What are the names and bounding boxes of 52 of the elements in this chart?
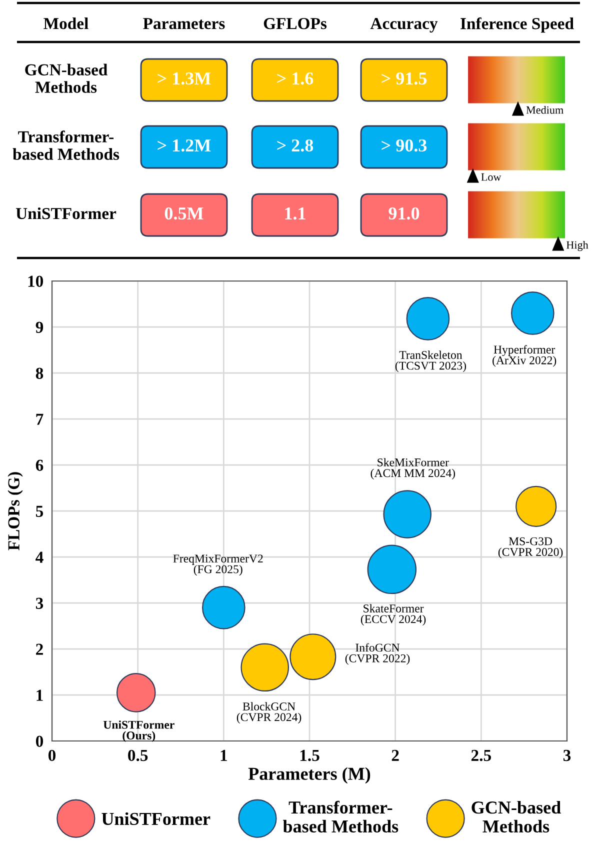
text: GCN-based Methods xyxy=(25,64,108,93)
legend-label: UniSTFormer xyxy=(102,812,210,826)
text: > 2.8 xyxy=(277,139,314,152)
text: GFLOPs xyxy=(264,18,327,30)
annotation: MS-G3D (CVPR 2020) xyxy=(498,537,563,558)
y-tick-label: 7 xyxy=(36,414,44,425)
y-tick-label: 4 xyxy=(36,552,44,563)
text: Medium xyxy=(526,106,564,114)
y-tick-label: 8 xyxy=(36,368,44,379)
x-tick-label: 3 xyxy=(563,750,571,762)
y-tick-label: 6 xyxy=(36,460,44,471)
x-tick-label: 1.5 xyxy=(300,750,320,762)
x-tick-label: 0.5 xyxy=(128,750,148,762)
text: 0.5M xyxy=(164,207,204,220)
annotation: InfoGCN (CVPR 2022) xyxy=(345,643,410,665)
legend-label: Transformer- based Methods xyxy=(282,800,398,833)
annotation: SkeMixFormer (ACM MM 2024) xyxy=(370,458,456,480)
y-tick-label: 9 xyxy=(36,322,44,333)
y-axis-title: FLOPs (G) xyxy=(8,472,23,550)
annotation: BlockGCN (CVPR 2024) xyxy=(236,702,302,724)
y-tick-label: 0 xyxy=(36,736,44,747)
text: UniSTFormer xyxy=(16,207,116,220)
text: > 1.6 xyxy=(277,72,314,85)
text: > 90.3 xyxy=(382,139,427,152)
text: > 1.3M xyxy=(158,72,211,85)
y-tick-label: 5 xyxy=(36,506,44,517)
y-tick-label: 3 xyxy=(36,598,44,609)
text: > 91.5 xyxy=(382,72,427,85)
x-tick-label: 1 xyxy=(220,750,227,761)
y-tick-label: 1 xyxy=(36,690,43,701)
text: 1.1 xyxy=(285,207,306,220)
text: Inference Speed xyxy=(460,17,574,33)
text: Model xyxy=(44,17,88,30)
legend-label: GCN-based Methods xyxy=(472,800,561,833)
text: Parameters xyxy=(143,18,225,30)
y-tick-label: 2 xyxy=(36,644,43,655)
x-tick-label: 2 xyxy=(392,750,399,761)
y-tick-label: 10 xyxy=(28,276,44,287)
x-tick-label: 0 xyxy=(48,750,56,762)
text: 91.0 xyxy=(388,207,420,220)
text: Transformer- based Methods xyxy=(12,130,120,160)
x-axis-title: Parameters (M) xyxy=(248,767,370,784)
annotation: FreqMixFormerV2 (FG 2025) xyxy=(173,554,263,576)
annotation: Hyperformer (ArXiv 2022) xyxy=(492,345,556,367)
text: Low xyxy=(481,173,502,181)
annotation: TranSkeleton (TCSVT 2023) xyxy=(395,350,466,372)
x-tick-label: 2.5 xyxy=(471,750,491,762)
text: > 1.2M xyxy=(158,139,211,152)
annotation: SkateFormer (ECCV 2024) xyxy=(360,604,426,626)
text: High xyxy=(566,240,588,252)
text: Accuracy xyxy=(370,18,438,33)
annotation: UniSTFormer (Ours) xyxy=(103,720,174,742)
